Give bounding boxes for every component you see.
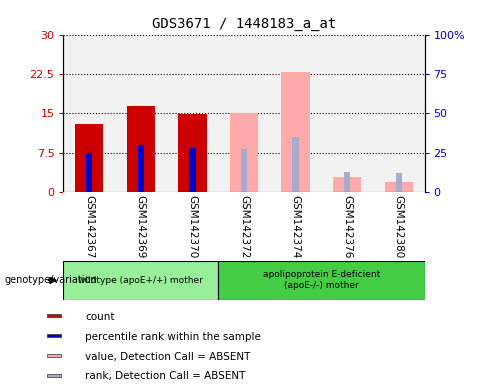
Bar [47, 314, 61, 317]
Bar [127, 106, 155, 192]
Bar [396, 173, 402, 192]
Bar [75, 124, 103, 192]
Bar [230, 113, 258, 192]
Text: value, Detection Call = ABSENT: value, Detection Call = ABSENT [85, 351, 251, 361]
Bar [63, 35, 115, 192]
Text: GSM142376: GSM142376 [342, 195, 352, 259]
Bar [86, 153, 92, 192]
Bar [322, 35, 373, 192]
Text: count: count [85, 311, 115, 321]
Text: percentile rank within the sample: percentile rank within the sample [85, 331, 261, 341]
Text: GSM142369: GSM142369 [136, 195, 146, 259]
Text: genotype/variation: genotype/variation [5, 275, 98, 285]
Bar [47, 354, 61, 357]
FancyBboxPatch shape [218, 261, 425, 300]
Bar [115, 35, 166, 192]
Bar [373, 35, 425, 192]
Bar [385, 182, 413, 192]
Bar [138, 145, 144, 192]
Title: GDS3671 / 1448183_a_at: GDS3671 / 1448183_a_at [152, 17, 336, 31]
Bar [241, 149, 247, 192]
Bar [189, 148, 196, 192]
Text: GSM142367: GSM142367 [84, 195, 94, 259]
FancyBboxPatch shape [63, 261, 218, 300]
Text: apolipoprotein E-deficient
(apoE-/-) mother: apolipoprotein E-deficient (apoE-/-) mot… [263, 270, 380, 290]
Text: GSM142380: GSM142380 [394, 195, 404, 259]
Text: rank, Detection Call = ABSENT: rank, Detection Call = ABSENT [85, 371, 245, 381]
Bar [292, 137, 299, 192]
Bar [333, 177, 362, 192]
Bar [270, 35, 322, 192]
Text: GSM142374: GSM142374 [290, 195, 301, 259]
Text: GSM142370: GSM142370 [187, 195, 198, 259]
Bar [47, 334, 61, 337]
Text: GSM142372: GSM142372 [239, 195, 249, 259]
Bar [166, 35, 218, 192]
Bar [47, 374, 61, 377]
Bar [282, 72, 310, 192]
Bar [344, 172, 350, 192]
Bar [178, 114, 206, 192]
Bar [218, 35, 270, 192]
Text: wildtype (apoE+/+) mother: wildtype (apoE+/+) mother [79, 276, 203, 285]
